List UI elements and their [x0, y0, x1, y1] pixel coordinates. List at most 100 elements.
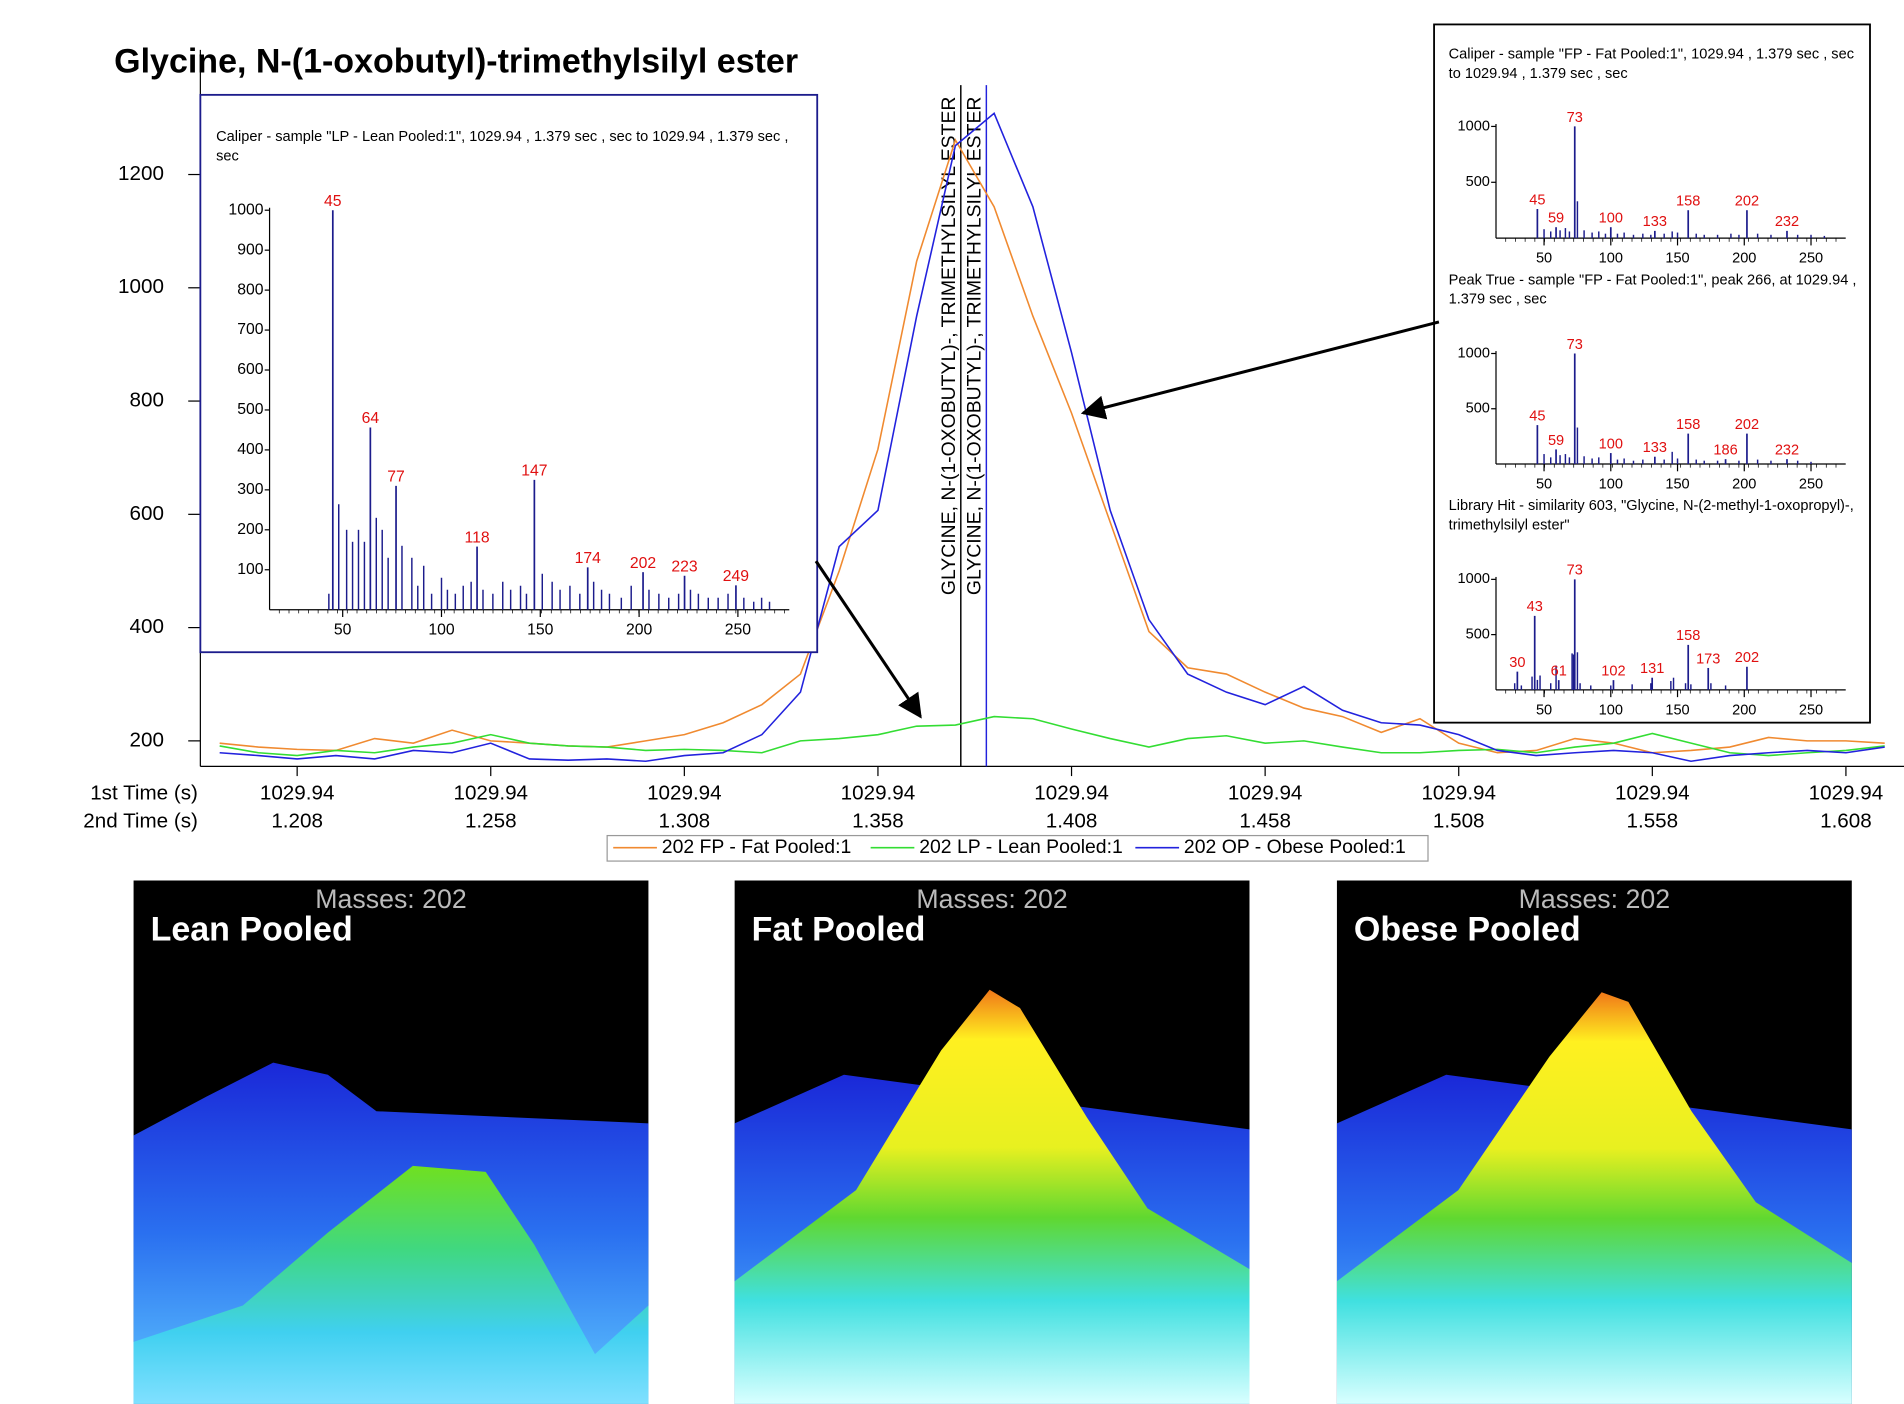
inset-panel [199, 93, 819, 654]
x-tick-label: 250 [1799, 702, 1823, 718]
series-line [219, 138, 1885, 754]
peak-label: 232 [1775, 214, 1799, 230]
x-tick-label-first: 1029.94 [1228, 782, 1303, 805]
y-tick-label: 600 [130, 502, 164, 525]
peak-label: 43 [1527, 599, 1543, 615]
legend-label: 202 LP - Lean Pooled:1 [919, 836, 1123, 858]
x-tick-label-first: 1029.94 [1615, 782, 1690, 805]
y-tick-label: 200 [130, 728, 164, 751]
x-tick-label: 50 [334, 622, 352, 639]
peak-label: 158 [1676, 417, 1700, 433]
surface-title: Obese Pooled [1354, 910, 1581, 948]
peak-label: 223 [671, 558, 698, 575]
x-tick-label: 1.508 [1433, 810, 1485, 833]
peak-label: 45 [1529, 192, 1545, 208]
surface-peak [133, 1165, 649, 1404]
peak-label: 59 [1548, 433, 1564, 449]
x-tick-label: 50 [1536, 702, 1552, 718]
x-tick-label: 150 [1665, 702, 1689, 718]
peak-marker-label: GLYCINE, N-(1-OXOBUTYL)-, TRIMETHYLSILYL… [964, 97, 986, 596]
surface-caption: Masses: 202 [916, 884, 1067, 914]
y-tick-label: 400 [237, 441, 264, 458]
x-tick-label-first: 1029.94 [1421, 782, 1496, 805]
x-tick-label: 200 [1732, 476, 1756, 492]
x-tick-label: 250 [1799, 476, 1823, 492]
peak-label: 64 [362, 410, 380, 427]
peak-label: 131 [1640, 661, 1664, 677]
peak-label: 100 [1599, 211, 1623, 227]
x-tick-label: 1.358 [852, 810, 904, 833]
peak-label: 202 [1735, 650, 1759, 666]
x-tick-label: 150 [1665, 476, 1689, 492]
x-tick-label: 1.308 [659, 810, 711, 833]
y-tick-label: 500 [237, 401, 264, 418]
x-tick-label: 150 [527, 622, 554, 639]
y-tick-label: 1000 [118, 275, 164, 298]
peak-label: 186 [1713, 442, 1737, 458]
peak-label: 202 [1735, 417, 1759, 433]
y-tick-label: 100 [237, 561, 264, 578]
peak-label: 45 [324, 193, 342, 210]
peak-label: 158 [1676, 628, 1700, 644]
arrow [1080, 320, 1440, 420]
peak-label: 102 [1601, 663, 1625, 679]
x-axis-title: 2nd Time (s) [83, 810, 198, 833]
y-tick-label: 900 [237, 241, 264, 258]
panel-title: Peak True - sample "FP - Fat Pooled:1", … [1448, 270, 1857, 308]
y-tick-label: 1000 [1458, 345, 1490, 361]
peak-label: 174 [575, 550, 602, 567]
x-tick-label: 100 [1599, 476, 1623, 492]
x-tick-label: 50 [1536, 476, 1552, 492]
x-tick-label: 1.558 [1627, 810, 1679, 833]
y-tick-label: 700 [237, 321, 264, 338]
panel-title: Caliper - sample "FP - Fat Pooled:1", 10… [1448, 45, 1854, 82]
peak-label: 232 [1775, 442, 1799, 458]
panel-title-box: Caliper - sample "FP - Fat Pooled:1", 10… [1448, 45, 1854, 82]
legend-label: 202 FP - Fat Pooled:1 [662, 836, 852, 858]
peak-label: 133 [1643, 440, 1667, 456]
y-tick-label: 600 [237, 361, 264, 378]
y-tick-label: 200 [237, 521, 264, 538]
panel-title-box: Library Hit - similarity 603, "Glycine, … [1448, 496, 1854, 534]
y-tick-label: 1000 [228, 201, 263, 218]
x-tick-label: 50 [1536, 251, 1552, 267]
y-tick-label: 500 [1466, 174, 1490, 190]
surface-peak [734, 989, 1250, 1404]
x-tick-label-first: 1029.94 [1034, 782, 1109, 805]
panel-title: Caliper - sample "LP - Lean Pooled:1", 1… [216, 127, 789, 165]
x-tick-label-first: 1029.94 [1809, 782, 1884, 805]
peak-label: 73 [1567, 563, 1583, 579]
y-tick-label: 400 [130, 615, 164, 638]
x-axis-title: 1st Time (s) [90, 782, 198, 805]
y-tick-label: 500 [1466, 401, 1490, 417]
x-tick-label: 100 [428, 622, 455, 639]
x-tick-label-first: 1029.94 [260, 782, 335, 805]
x-tick-label: 150 [1665, 251, 1689, 267]
legend-label: 202 OP - Obese Pooled:1 [1184, 836, 1406, 858]
panel-title: Library Hit - similarity 603, "Glycine, … [1448, 496, 1854, 534]
peak-label: 100 [1599, 436, 1623, 452]
slide-title: Glycine, N-(1-oxobutyl)-trimethylsilyl e… [114, 42, 798, 80]
peak-label: 158 [1676, 194, 1700, 210]
y-tick-label: 1200 [118, 162, 164, 185]
x-tick-label-first: 1029.94 [841, 782, 916, 805]
x-tick-label: 250 [1799, 251, 1823, 267]
panel-title-box: Caliper - sample "LP - Lean Pooled:1", 1… [216, 127, 789, 165]
y-tick-label: 1000 [1458, 118, 1490, 134]
peak-label: 202 [630, 555, 656, 572]
peak-label: 30 [1509, 655, 1525, 671]
series-line [219, 715, 1885, 757]
peak-label: 77 [387, 469, 405, 486]
x-tick-label: 1.258 [465, 810, 517, 833]
x-tick-label: 1.608 [1820, 810, 1872, 833]
peak-label: 118 [464, 529, 489, 546]
peak-label: 202 [1735, 194, 1759, 210]
surface-title: Lean Pooled [151, 910, 353, 948]
x-tick-label-first: 1029.94 [453, 782, 528, 805]
peak-label: 45 [1529, 408, 1545, 424]
y-tick-label: 500 [1466, 626, 1490, 642]
